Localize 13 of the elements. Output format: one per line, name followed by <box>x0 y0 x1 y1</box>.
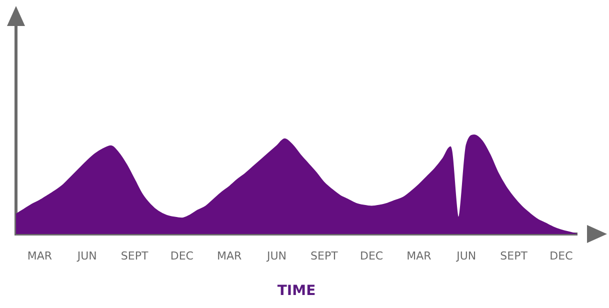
x-tick-label: SEPT <box>120 249 148 262</box>
x-tick-label: DEC <box>550 249 574 262</box>
x-tick-label: MAR <box>217 249 242 262</box>
x-tick-label: SEPT <box>500 249 528 262</box>
x-tick-label: MAR <box>406 249 432 262</box>
x-tick-label: DEC <box>360 249 384 262</box>
x-axis-title: TIME <box>277 283 316 300</box>
x-tick-label: JUN <box>76 249 97 262</box>
x-tick-label: DEC <box>170 249 194 262</box>
x-tick-label: JUN <box>456 249 476 262</box>
x-tick-label: JUN <box>266 249 287 262</box>
x-tick-label: MAR <box>27 249 52 262</box>
x-tick-label: SEPT <box>310 249 338 262</box>
